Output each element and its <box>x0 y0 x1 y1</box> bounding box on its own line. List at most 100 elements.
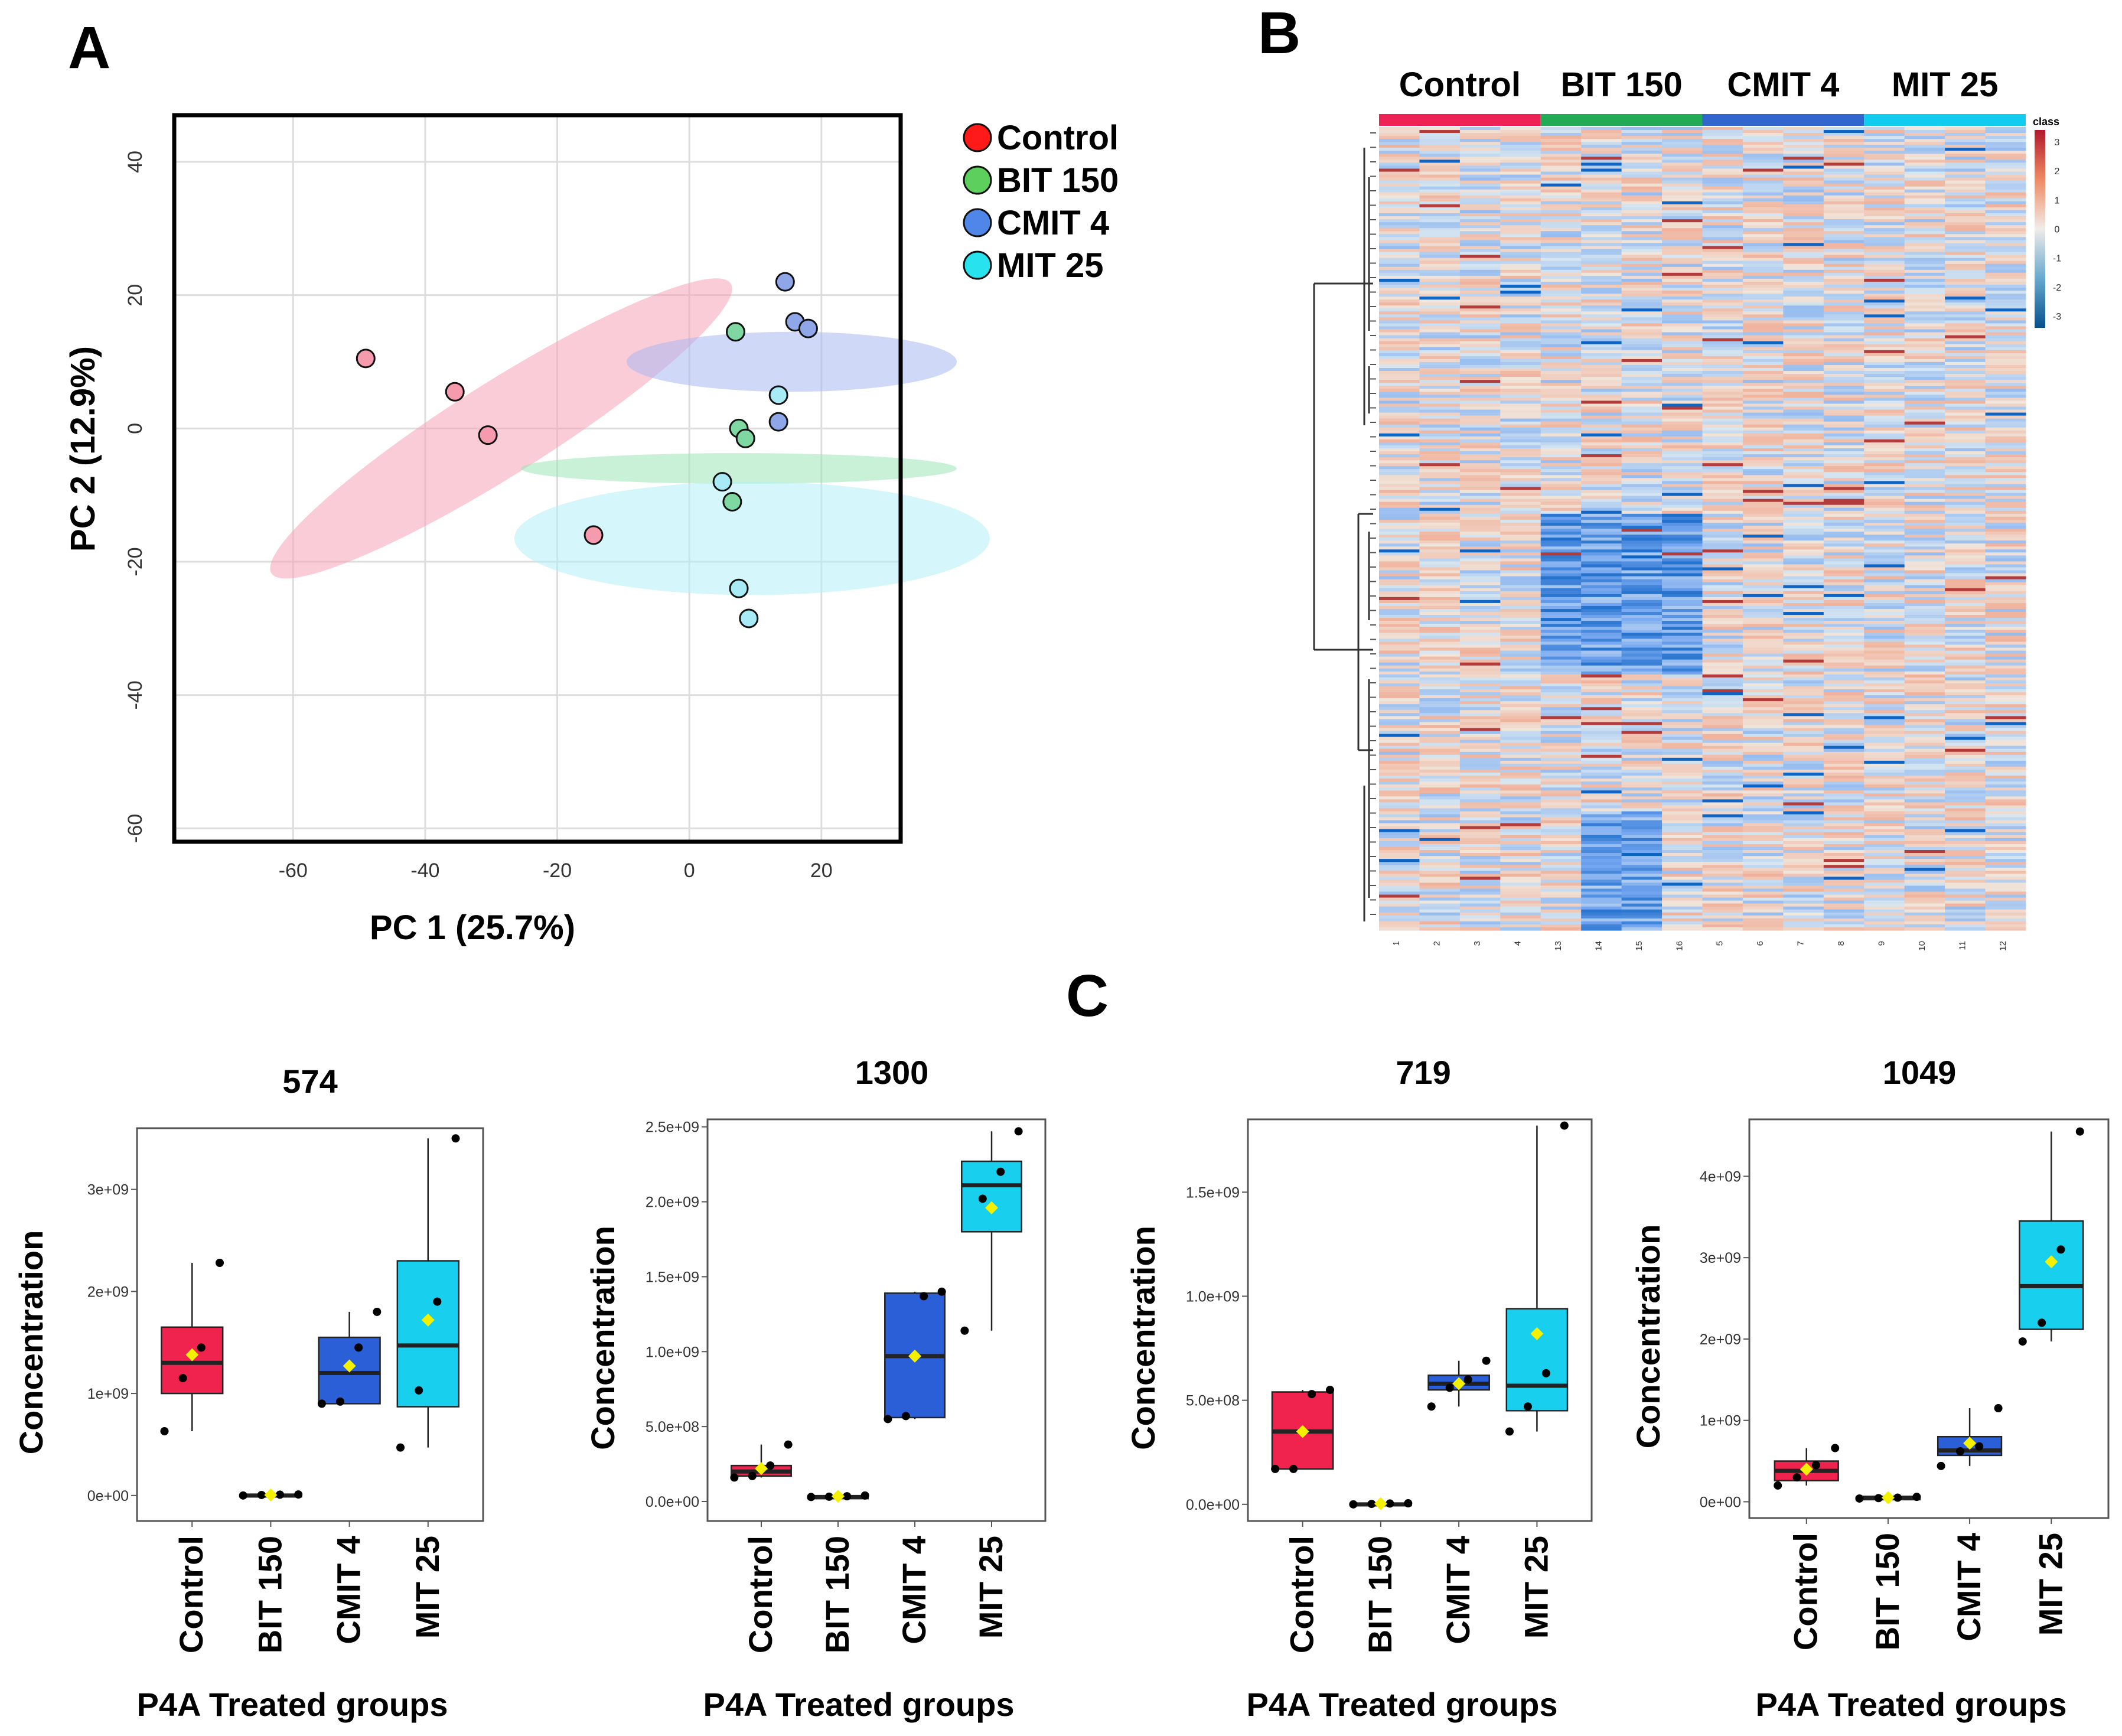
heatmap-cell <box>1662 418 1703 422</box>
heatmap-cell <box>1864 136 1905 139</box>
heatmap-cell <box>1985 484 2026 488</box>
heatmap-cell <box>1945 308 1986 312</box>
heatmap-cell <box>1864 808 1905 812</box>
heatmap-cell <box>1742 275 1784 279</box>
heatmap-cell <box>1621 162 1663 167</box>
heatmap-cell <box>1379 731 1420 735</box>
heatmap-cell <box>1540 317 1582 321</box>
heatmap-cell <box>1945 689 1986 693</box>
heatmap-cell <box>1621 403 1663 408</box>
heatmap-cell <box>1621 302 1663 306</box>
heatmap-cell <box>1540 249 1582 253</box>
heatmap-cell <box>1500 427 1541 431</box>
heatmap-cell <box>1621 389 1663 392</box>
heatmap-cell <box>1500 841 1541 845</box>
heatmap-cell <box>1540 338 1582 342</box>
heatmap-cell <box>1500 460 1541 464</box>
heatmap-cell <box>1621 912 1663 916</box>
heatmap-cell <box>1783 457 1824 461</box>
heatmap-cell <box>1581 704 1622 708</box>
heatmap-cell <box>1419 639 1461 643</box>
heatmap-cell <box>1985 389 2026 392</box>
heatmap-cell <box>1702 519 1743 523</box>
heatmap-cell <box>1783 219 1824 223</box>
heatmap-cell <box>1621 130 1663 133</box>
heatmap-cell <box>1662 481 1703 485</box>
heatmap-cell <box>1662 281 1703 285</box>
heatmap-cell <box>1742 451 1784 455</box>
heatmap-cell <box>1742 757 1784 761</box>
heatmap-cell <box>1702 249 1743 253</box>
heatmap-cell <box>1702 392 1743 395</box>
heatmap-cell <box>1864 618 1905 621</box>
heatmap-cell <box>1581 380 1622 383</box>
heatmap-cell <box>1500 538 1541 541</box>
heatmap-cell <box>1540 359 1582 363</box>
heatmap-cell <box>1662 639 1703 643</box>
heatmap-cell <box>1702 418 1743 422</box>
heatmap-cell <box>1904 430 1945 434</box>
heatmap-cell <box>1742 433 1784 437</box>
heatmap-cell <box>1742 472 1784 475</box>
heatmap-cell <box>1540 633 1582 636</box>
heatmap-cell <box>1419 198 1461 202</box>
heatmap-cell <box>1864 760 1905 764</box>
heatmap-cell <box>1742 234 1784 237</box>
boxplot-point <box>1831 1444 1840 1452</box>
heatmap-cell <box>1783 725 1824 729</box>
heatmap-cell <box>1864 552 1905 556</box>
heatmap-cell <box>1783 639 1824 643</box>
heatmap-cell <box>1823 695 1865 699</box>
boxplot-y-tick-label: 3e+09 <box>87 1182 129 1198</box>
heatmap-cell <box>1742 341 1784 345</box>
heatmap-cell <box>1621 784 1663 788</box>
heatmap-cell <box>1500 707 1541 711</box>
heatmap-cell <box>1783 338 1824 342</box>
heatmap-cell <box>1662 716 1703 719</box>
heatmap-cell <box>1742 504 1784 509</box>
heatmap-cell <box>1540 677 1582 681</box>
heatmap-cell <box>1419 674 1461 678</box>
heatmap-cell <box>1742 466 1784 470</box>
heatmap-cell <box>1823 201 1865 205</box>
heatmap-cell <box>1742 573 1784 577</box>
heatmap-cell <box>1621 737 1663 741</box>
heatmap-cell <box>1581 582 1622 586</box>
boxplot-y-tick-label: 2.0e+09 <box>646 1194 699 1211</box>
boxplot-point <box>1912 1493 1921 1502</box>
heatmap-cell <box>1702 567 1743 571</box>
heatmap-cell <box>1540 275 1582 279</box>
heatmap-cell <box>1500 698 1541 702</box>
heatmap-cell <box>1904 189 1945 193</box>
heatmap-cell <box>1540 430 1582 434</box>
heatmap-cell <box>1540 377 1582 380</box>
boxplot-point <box>1505 1427 1514 1436</box>
heatmap-cell <box>1904 183 1945 187</box>
heatmap-cell <box>1823 532 1865 535</box>
heatmap-cell <box>1459 371 1501 374</box>
heatmap-cell <box>1702 136 1743 139</box>
heatmap-cell <box>1581 710 1622 714</box>
heatmap-cell <box>1702 719 1743 723</box>
heatmap-cell <box>1904 496 1945 500</box>
heatmap-cell <box>1985 418 2026 422</box>
heatmap-cell <box>1742 576 1784 580</box>
heatmap-cell <box>1904 291 1945 294</box>
heatmap-cell <box>1904 130 1945 133</box>
heatmap-cell <box>1783 576 1824 580</box>
heatmap-cell <box>1621 275 1663 279</box>
heatmap-group-label: MIT 25 <box>1892 66 1999 104</box>
heatmap-cell <box>1419 335 1461 339</box>
heatmap-cell <box>1379 704 1420 708</box>
heatmap-cell <box>1823 383 1865 386</box>
heatmap-cell <box>1945 585 1986 589</box>
heatmap-cell <box>1500 621 1541 624</box>
heatmap-cell <box>1702 430 1743 434</box>
heatmap-cell <box>1621 142 1663 145</box>
heatmap-cell <box>1864 445 1905 449</box>
heatmap-cell <box>1540 400 1582 405</box>
heatmap-cell <box>1823 499 1865 503</box>
heatmap-cell <box>1500 710 1541 714</box>
heatmap-cell <box>1662 871 1703 874</box>
heatmap-cell <box>1783 392 1824 395</box>
